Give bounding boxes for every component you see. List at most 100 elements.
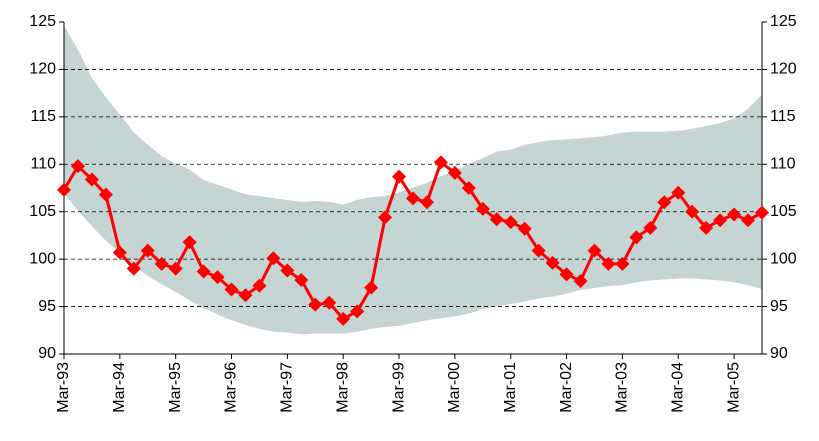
y2-tick-label: 125: [770, 13, 797, 30]
marker: [517, 221, 532, 236]
marker: [392, 169, 407, 184]
marker: [643, 220, 658, 235]
marker: [755, 205, 769, 220]
marker: [98, 187, 113, 202]
y2-tick-label: 90: [770, 345, 788, 362]
range-band: [524, 141, 540, 302]
x-tick-label: Mar-04: [669, 362, 686, 413]
x-tick-label: Mar-99: [390, 362, 407, 413]
range-band: [314, 200, 330, 334]
range-band: [63, 25, 79, 211]
x-tick-label: Mar-03: [614, 362, 631, 413]
y-tick-label: 125: [29, 13, 56, 30]
y2-tick-label: 95: [770, 298, 788, 315]
range-band: [440, 170, 456, 319]
marker: [531, 243, 546, 258]
range-band: [91, 77, 107, 242]
x-tick-label: Mar-00: [446, 362, 463, 413]
range-band: [496, 149, 512, 307]
marker: [57, 182, 71, 197]
range-band: [719, 118, 735, 283]
range-band: [468, 157, 484, 314]
marker: [322, 295, 337, 310]
marker: [168, 261, 183, 276]
y-tick-label: 115: [30, 108, 56, 125]
marker: [741, 213, 756, 228]
marker: [154, 256, 169, 271]
marker: [140, 243, 155, 258]
marker: [196, 264, 211, 279]
marker: [336, 311, 351, 326]
x-tick-label: Mar-02: [558, 362, 575, 413]
y-tick-label: 95: [38, 298, 56, 315]
range-band: [328, 201, 344, 334]
x-tick-label: Mar-95: [167, 362, 184, 413]
marker: [350, 304, 365, 319]
marker: [364, 280, 379, 295]
marker: [629, 230, 644, 245]
marker: [545, 255, 560, 270]
marker: [210, 270, 225, 285]
range-band: [705, 123, 721, 281]
x-tick-label: Mar-96: [223, 362, 240, 413]
marker: [587, 243, 602, 258]
marker: [294, 273, 309, 288]
y-tick-label: 105: [29, 203, 56, 220]
y-tick-label: 110: [30, 156, 56, 173]
marker: [685, 204, 700, 219]
x-tick-label: Mar-01: [502, 362, 519, 413]
marker: [713, 213, 728, 228]
y2-tick-label: 105: [770, 203, 797, 220]
marker: [671, 185, 686, 200]
y-tick-label: 90: [38, 345, 56, 362]
marker: [112, 245, 127, 260]
y-tick-label: 120: [29, 61, 56, 78]
marker: [433, 155, 448, 170]
x-tick-label: Mar-97: [279, 362, 296, 413]
x-tick-label: Mar-94: [111, 362, 128, 413]
marker: [252, 278, 267, 293]
marker: [378, 210, 393, 225]
marker: [615, 256, 630, 271]
marker: [126, 261, 141, 276]
range-band: [231, 189, 246, 326]
range-band: [77, 50, 93, 228]
marker: [308, 297, 323, 312]
marker: [503, 215, 518, 230]
marker: [727, 207, 742, 222]
marker: [657, 195, 672, 210]
marker: [419, 195, 434, 210]
marker: [573, 273, 588, 288]
marker: [84, 172, 99, 187]
marker: [447, 165, 462, 180]
marker: [280, 263, 295, 278]
marker: [601, 256, 616, 271]
y-tick-label: 100: [29, 250, 56, 267]
x-tick-label: Mar-93: [55, 362, 72, 413]
range-band: [482, 151, 498, 309]
marker: [461, 181, 476, 195]
range-band: [733, 108, 749, 286]
range-band: [300, 200, 316, 335]
x-tick-label: Mar-98: [334, 362, 351, 413]
marker: [70, 159, 85, 174]
marker: [224, 282, 239, 297]
y2-tick-label: 110: [770, 156, 796, 173]
marker: [489, 212, 504, 227]
range-band: [203, 179, 218, 315]
range-band: [119, 113, 135, 267]
range-band: [217, 184, 232, 321]
marker: [182, 235, 197, 250]
marker: [238, 288, 253, 303]
x-tick-label: Mar-05: [725, 362, 742, 413]
marker: [699, 220, 714, 235]
y2-tick-label: 100: [770, 250, 797, 267]
marker: [266, 251, 281, 266]
y2-tick-label: 120: [770, 61, 797, 78]
marker: [406, 191, 420, 206]
y2-tick-label: 115: [770, 108, 796, 125]
marker: [475, 201, 490, 216]
range-band: [175, 163, 191, 301]
range-band: [398, 187, 414, 327]
